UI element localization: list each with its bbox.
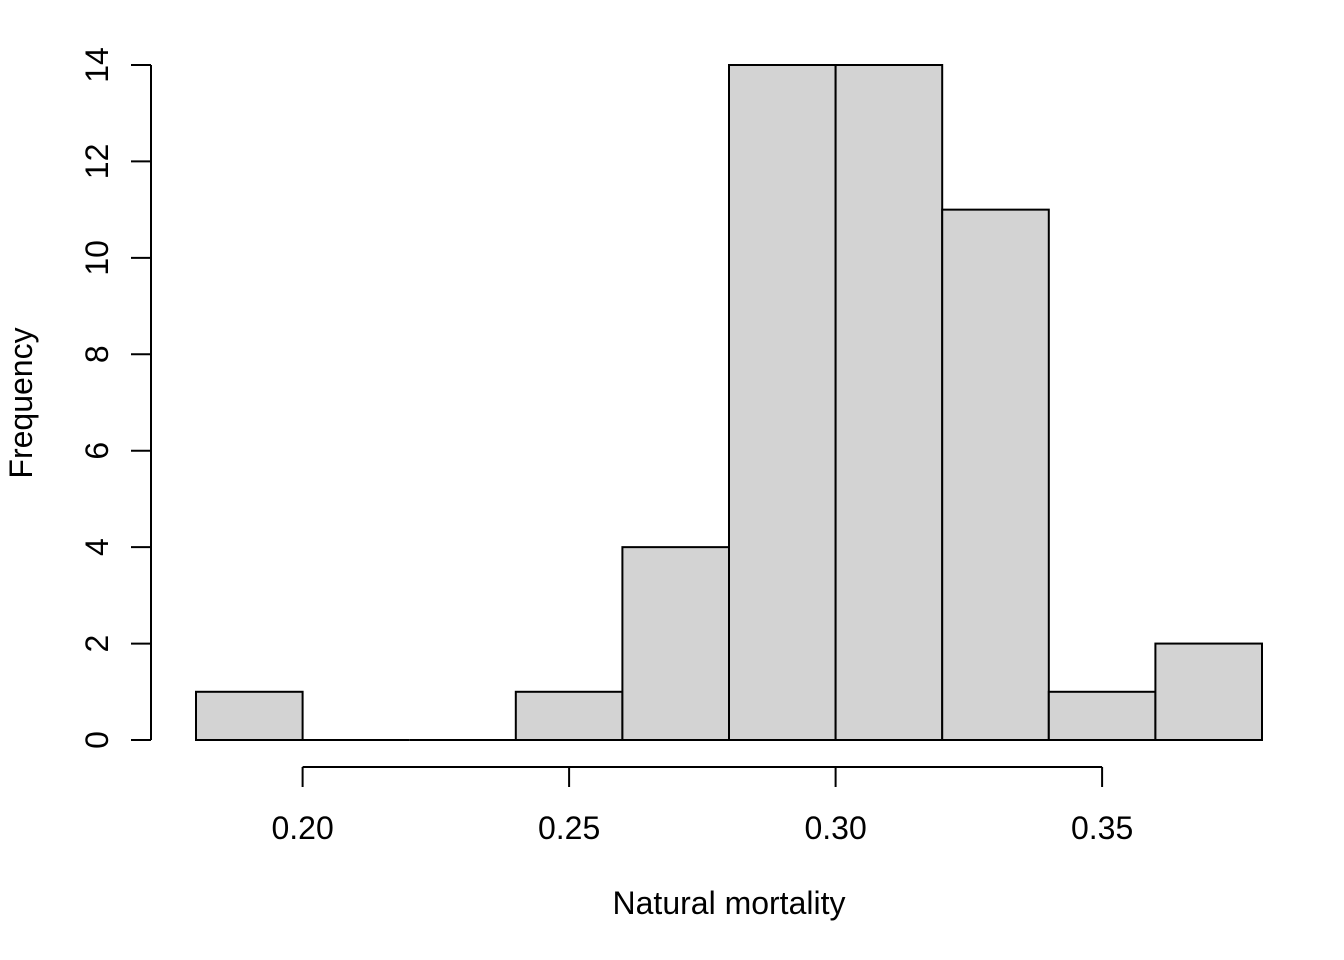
histogram-bar <box>1154 642 1264 741</box>
histogram-bar <box>195 690 304 741</box>
y-tick-label: 6 <box>79 442 115 460</box>
x-tick-label: 0.20 <box>271 810 333 846</box>
y-tick-label: 2 <box>79 635 115 653</box>
histogram-bar <box>941 208 1050 741</box>
y-tick-label: 14 <box>79 47 115 83</box>
y-tick-label: 12 <box>79 144 115 180</box>
y-tick-label: 8 <box>79 345 115 363</box>
y-axis-label: Frequency <box>3 327 39 478</box>
y-tick-label: 4 <box>79 538 115 556</box>
histogram-bar <box>728 64 837 741</box>
histogram-bars <box>195 64 1264 742</box>
y-axis: 0 2 4 6 8 10 12 14 <box>79 47 152 749</box>
y-tick-label: 0 <box>79 731 115 749</box>
histogram-bar <box>834 64 944 741</box>
x-tick-label: 0.25 <box>538 810 600 846</box>
x-axis: 0.20 0.25 0.30 0.35 <box>271 766 1133 846</box>
y-tick-label: 10 <box>79 240 115 276</box>
x-axis-label: Natural mortality <box>613 885 846 921</box>
histogram-bar <box>514 690 624 741</box>
x-tick-label: 0.30 <box>804 810 866 846</box>
histogram-bar <box>1047 690 1157 741</box>
x-tick-label: 0.35 <box>1071 810 1133 846</box>
histogram-bar <box>621 546 731 742</box>
